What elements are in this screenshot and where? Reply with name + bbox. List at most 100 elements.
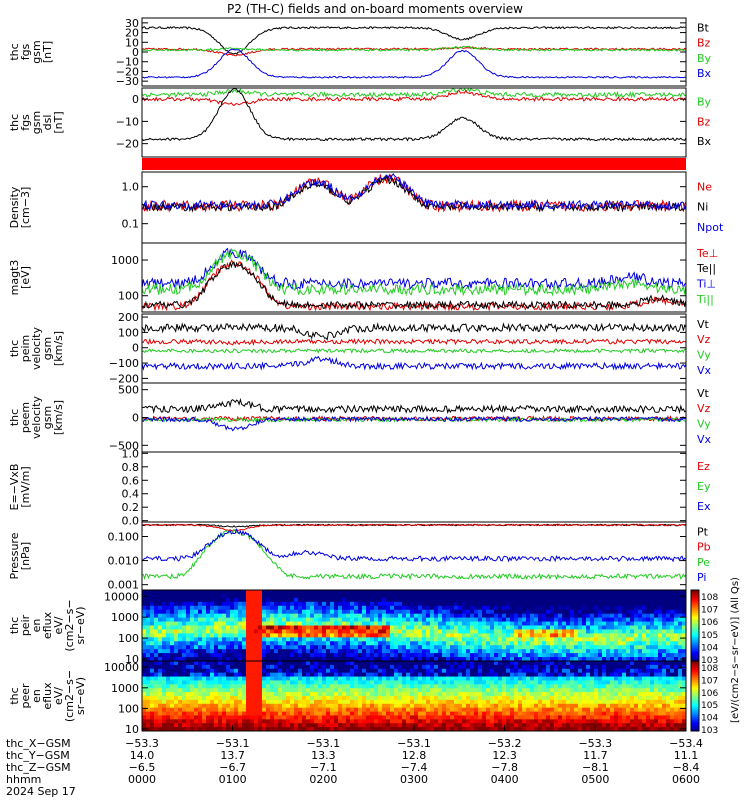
peir_eflux-cell [278, 590, 282, 594]
peir_eflux-cell [234, 622, 238, 626]
peir_eflux-cell [566, 594, 570, 598]
peir_eflux-cell [358, 622, 362, 626]
peer_eflux-cell [486, 665, 490, 669]
peir_eflux-cell [362, 606, 366, 610]
peer_eflux-cell [602, 704, 606, 708]
peir_eflux-cell [654, 606, 658, 610]
peer_eflux-cell [638, 723, 642, 727]
peer_eflux-cell [142, 719, 146, 723]
peir_eflux-cell [274, 637, 278, 641]
peer_eflux-cell [654, 692, 658, 696]
peer_eflux-cell [306, 704, 310, 708]
peer_eflux-cell [306, 715, 310, 719]
peir_eflux-cell [678, 645, 682, 649]
peir_eflux-cell [194, 645, 198, 649]
peer_eflux-cell [442, 712, 446, 716]
peer_eflux-cell [574, 688, 578, 692]
peer_eflux-cell [174, 684, 178, 688]
peir_eflux-cell [678, 606, 682, 610]
peir_eflux-cell [518, 598, 522, 602]
peir_eflux-cell [530, 653, 534, 657]
peir_eflux-cell [494, 653, 498, 657]
peer_eflux-cell [158, 719, 162, 723]
peir_eflux-cell [234, 649, 238, 653]
peir_eflux-cell [598, 645, 602, 649]
peer_eflux-cell [150, 665, 154, 669]
peir_eflux-cell [542, 602, 546, 606]
peir_eflux-cell [514, 610, 518, 614]
peer_eflux-cell [442, 688, 446, 692]
peir_eflux-cell [142, 626, 146, 630]
peer_eflux-cell [486, 719, 490, 723]
peir_eflux-cell [646, 637, 650, 641]
peir_eflux-cell [194, 641, 198, 645]
peer_eflux-cell [206, 700, 210, 704]
peer_eflux-cell [546, 715, 550, 719]
peer_eflux-cell [322, 692, 326, 696]
peer_eflux-cell [454, 692, 458, 696]
peer_eflux-cell [262, 665, 266, 669]
peir_eflux-cell [618, 602, 622, 606]
peir_eflux-cell [250, 602, 254, 606]
peer_eflux-cell [438, 684, 442, 688]
peer_eflux-cell [250, 680, 254, 684]
peer_eflux-cell [442, 680, 446, 684]
peir_eflux-cell [418, 653, 422, 657]
peer_eflux-cell [378, 692, 382, 696]
peir_eflux-cell [194, 618, 198, 622]
peir_eflux-cell [142, 622, 146, 626]
peer_eflux-cell [302, 688, 306, 692]
peer_eflux-cell [326, 704, 330, 708]
peir_eflux-cell [482, 649, 486, 653]
peer_eflux-cell [574, 684, 578, 688]
peer_eflux-cell [646, 712, 650, 716]
peer_eflux-cell [198, 677, 202, 681]
peir_eflux-cell [630, 606, 634, 610]
peer_eflux-cell [478, 680, 482, 684]
peer_eflux-cell [622, 665, 626, 669]
peer_eflux-cell [374, 688, 378, 692]
peer_eflux-cell [162, 669, 166, 673]
peir_eflux-cell [302, 637, 306, 641]
peir_eflux-cell [570, 641, 574, 645]
peir_eflux-cell [182, 602, 186, 606]
peir_eflux-cell [274, 645, 278, 649]
peer_eflux-cell [474, 677, 478, 681]
peer_eflux-cell [394, 665, 398, 669]
peer_eflux-cell [650, 723, 654, 727]
peer_eflux-cell [386, 661, 390, 665]
peer_eflux-cell [242, 661, 246, 665]
peir_eflux-cell [574, 606, 578, 610]
peer_eflux-cell [382, 688, 386, 692]
peer_eflux-cell [366, 677, 370, 681]
peer_eflux-cell [590, 688, 594, 692]
peer_eflux-cell [438, 673, 442, 677]
peir_eflux-cell [418, 614, 422, 618]
peer_eflux-cell [482, 696, 486, 700]
peir_eflux-cell [630, 602, 634, 606]
peir_eflux-cell [346, 653, 350, 657]
peir_eflux-cell [510, 645, 514, 649]
peir_eflux-cell [502, 633, 506, 637]
peer_eflux-cell [650, 708, 654, 712]
peir_eflux-cell [598, 610, 602, 614]
peir_eflux-cell [222, 602, 226, 606]
peir_eflux-cell [606, 618, 610, 622]
peir_eflux-cell [510, 653, 514, 657]
peir_eflux-cell [310, 641, 314, 645]
peer_eflux-cell [586, 688, 590, 692]
peir_eflux-cell [218, 637, 222, 641]
peer_eflux-cell [246, 673, 250, 677]
peer_eflux-cell [658, 684, 662, 688]
peer_eflux-cell [562, 669, 566, 673]
peir_eflux-cell [238, 641, 242, 645]
peer_eflux-cell [386, 684, 390, 688]
peer_eflux-cell [430, 665, 434, 669]
series-peim_velocity-Vt [142, 324, 686, 340]
peir_eflux-cell [534, 610, 538, 614]
peir_eflux-cell [386, 610, 390, 614]
peer_eflux-cell [642, 700, 646, 704]
peir_eflux-cell [506, 641, 510, 645]
peir_eflux-cell [546, 653, 550, 657]
peir_eflux-cell [158, 618, 162, 622]
